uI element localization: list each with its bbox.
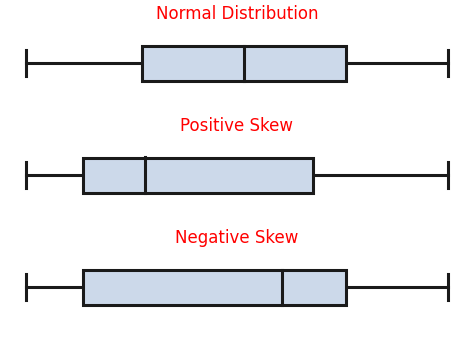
Bar <box>83 158 313 192</box>
Text: Normal Distribution: Normal Distribution <box>156 5 318 23</box>
Bar <box>142 46 346 80</box>
Text: Positive Skew: Positive Skew <box>181 117 293 135</box>
Bar <box>83 270 346 304</box>
Text: Negative Skew: Negative Skew <box>175 229 299 247</box>
